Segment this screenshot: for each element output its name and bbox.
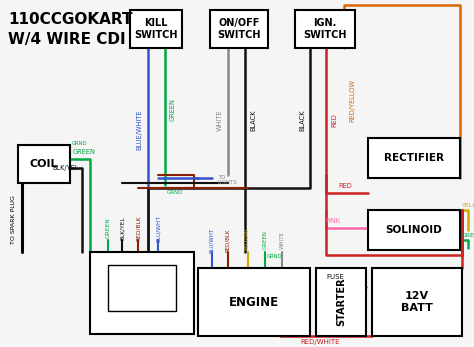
Text: W/4 WIRE CDI: W/4 WIRE CDI (8, 32, 126, 47)
Text: WHITE: WHITE (217, 109, 223, 131)
Bar (130, 10, 182, 48)
Text: 110CCGOKART: 110CCGOKART (8, 12, 133, 27)
Bar (368, 210, 460, 250)
Text: YELLOW: YELLOW (462, 203, 474, 208)
Text: GREEN: GREEN (263, 230, 267, 249)
Bar (108, 265, 176, 311)
Bar (18, 145, 70, 183)
Text: IGN.
SWITCH: IGN. SWITCH (303, 18, 347, 40)
Bar (372, 268, 462, 336)
Text: GREEN: GREEN (73, 149, 96, 155)
Text: CDI: CDI (130, 287, 154, 299)
Text: 12V
BATT: 12V BATT (401, 291, 433, 313)
Text: FUSE: FUSE (326, 274, 344, 280)
Text: PINK: PINK (325, 218, 340, 224)
Text: GRND: GRND (167, 189, 183, 195)
Text: GREEN: GREEN (106, 218, 110, 238)
Text: RED: RED (338, 183, 352, 189)
Text: GRND: GRND (267, 254, 283, 260)
Text: BLACK: BLACK (250, 109, 256, 131)
Text: RED/YELLOW: RED/YELLOW (349, 78, 355, 121)
Text: GREEN: GREEN (462, 232, 474, 237)
Text: RED: RED (331, 113, 337, 127)
Text: BLU/WHT: BLU/WHT (155, 214, 161, 242)
Bar (368, 138, 460, 178)
Text: KILL
SWITCH: KILL SWITCH (134, 18, 178, 40)
Text: GRND: GRND (72, 141, 88, 145)
Text: BLUE/WHITE: BLUE/WHITE (136, 110, 142, 150)
Text: BLU/WHT: BLU/WHT (210, 227, 215, 253)
Text: TO SPARK PLUG: TO SPARK PLUG (11, 196, 17, 244)
Text: COIL: COIL (30, 159, 58, 169)
Bar (316, 268, 366, 336)
Bar (90, 252, 194, 334)
Text: STARTER: STARTER (336, 278, 346, 326)
Text: RED/WHITE: RED/WHITE (300, 339, 339, 345)
Text: SOLINOID: SOLINOID (386, 225, 442, 235)
Bar (198, 268, 310, 336)
Text: BLK/YEL: BLK/YEL (52, 165, 79, 171)
Text: RED/BLK: RED/BLK (226, 228, 230, 252)
Text: BLK/YEL: BLK/YEL (119, 216, 125, 240)
Text: RECTIFIER: RECTIFIER (384, 153, 444, 163)
Text: BLACK: BLACK (299, 109, 305, 131)
Bar (295, 10, 355, 48)
Bar (210, 10, 268, 48)
Text: ENGINE: ENGINE (229, 296, 279, 308)
Text: RED/BLK: RED/BLK (136, 215, 140, 241)
Text: YELLOW: YELLOW (246, 229, 250, 251)
Text: WHITE: WHITE (280, 231, 284, 249)
Text: ON/OFF
SWITCH: ON/OFF SWITCH (217, 18, 261, 40)
Text: TO
LIGHTS: TO LIGHTS (218, 175, 238, 185)
Text: GREEN: GREEN (170, 99, 176, 121)
